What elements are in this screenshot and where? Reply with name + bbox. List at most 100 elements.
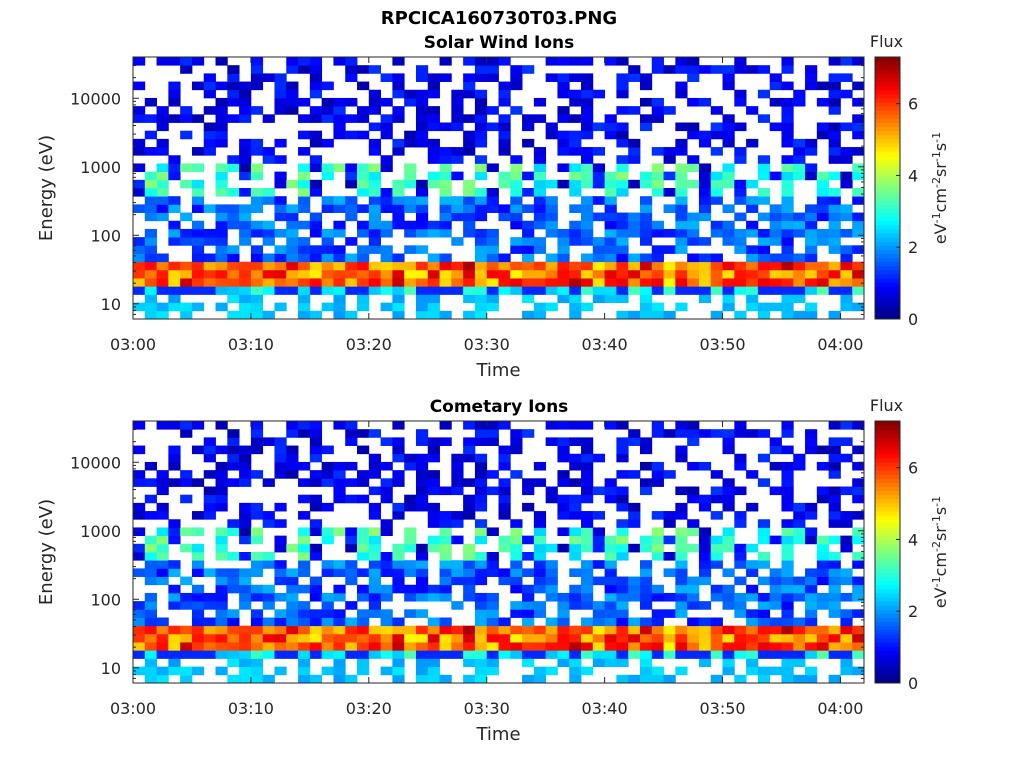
heatmap-cell — [557, 73, 570, 82]
heatmap-cell — [191, 617, 205, 627]
heatmap-cell — [651, 633, 664, 643]
heatmap-cell — [168, 642, 181, 651]
heatmap-cell — [333, 486, 346, 496]
colorbar-segment — [875, 637, 900, 643]
heatmap-cell — [781, 253, 794, 263]
heatmap-cell — [168, 302, 181, 312]
heatmap-cell — [781, 212, 794, 222]
heatmap-cell — [687, 421, 700, 430]
heatmap-cell — [828, 576, 841, 586]
heatmap-cell — [309, 592, 323, 602]
heatmap-cell — [451, 171, 464, 181]
heatmap-cell — [463, 188, 476, 197]
heatmap-cell — [522, 188, 535, 197]
heatmap-cell — [333, 478, 346, 487]
heatmap-cell — [203, 228, 216, 238]
heatmap-cell — [840, 568, 853, 577]
heatmap-cell — [604, 294, 617, 304]
heatmap-cell — [333, 204, 346, 213]
heatmap-cell — [545, 302, 558, 312]
heatmap-cell — [215, 138, 228, 148]
heatmap-cell — [203, 486, 216, 496]
heatmap-cell — [793, 261, 806, 271]
heatmap-cell — [557, 502, 570, 512]
heatmap-cell — [816, 261, 830, 271]
colorbar-segment — [875, 670, 900, 676]
colorbar-segment — [875, 261, 900, 267]
heatmap-cell — [439, 576, 452, 586]
heatmap-cell — [569, 171, 582, 181]
heatmap-cell — [250, 73, 264, 82]
heatmap-cell — [805, 163, 818, 173]
heatmap-cell — [639, 437, 653, 446]
heatmap-cell — [840, 642, 853, 651]
heatmap-cell — [816, 171, 830, 181]
heatmap-cell — [227, 278, 240, 287]
heatmap-cell — [687, 261, 700, 271]
colorbar-segment — [875, 482, 900, 487]
heatmap-cell — [474, 130, 488, 140]
heatmap-cell — [309, 310, 323, 320]
heatmap-cell — [486, 470, 499, 479]
heatmap-cell — [628, 511, 641, 520]
heatmap-cell — [698, 188, 712, 197]
heatmap-cell — [380, 204, 393, 213]
heatmap-cell — [722, 171, 735, 181]
heatmap-cell — [309, 130, 323, 140]
heatmap-cell — [133, 552, 146, 561]
heatmap-cell — [628, 228, 641, 238]
heatmap-cell — [463, 658, 476, 668]
heatmap-cell — [333, 228, 346, 238]
heatmap-cell — [545, 650, 558, 659]
heatmap-cell — [439, 437, 452, 446]
colorbar-segment — [875, 61, 900, 66]
heatmap-cell — [805, 171, 818, 181]
heatmap-cell — [144, 269, 157, 279]
heatmap-cell — [404, 130, 417, 140]
colorbar-segment — [875, 77, 900, 83]
heatmap-cell — [628, 155, 641, 164]
heatmap-cell — [781, 114, 794, 123]
heatmap-cell — [180, 666, 193, 676]
heatmap-cell — [675, 453, 688, 463]
heatmap-cell — [769, 461, 782, 471]
heatmap-cell — [628, 502, 641, 512]
heatmap-cell — [604, 421, 617, 430]
heatmap-cell — [392, 666, 405, 676]
heatmap-cell — [734, 179, 747, 189]
heatmap-cell — [557, 601, 570, 610]
heatmap-cell — [769, 437, 782, 446]
heatmap-cell — [581, 494, 594, 504]
heatmap-cell — [510, 204, 523, 213]
heatmap-cell — [368, 609, 381, 618]
heatmap-cell — [427, 302, 440, 312]
heatmap-cell — [581, 543, 594, 553]
heatmap-cell — [274, 625, 287, 635]
heatmap-cell — [309, 286, 323, 295]
heatmap-cell — [463, 592, 476, 602]
colorbar-segment — [875, 666, 900, 672]
heatmap-cell — [415, 106, 429, 115]
heatmap-cell — [510, 171, 523, 181]
heatmap-cell — [545, 560, 558, 569]
heatmap-cell — [651, 421, 664, 430]
heatmap-cell — [639, 601, 653, 610]
heatmap-cell — [734, 65, 747, 74]
heatmap-cell — [651, 114, 664, 123]
heatmap-cell — [852, 527, 865, 537]
heatmap-cell — [486, 245, 499, 254]
heatmap-cell — [781, 179, 794, 189]
heatmap-cell — [569, 592, 582, 602]
heatmap-cell — [156, 470, 169, 479]
heatmap-cell — [404, 543, 417, 553]
heatmap-cell — [805, 228, 818, 238]
heatmap-cell — [698, 269, 712, 279]
heatmap-cell — [510, 163, 523, 173]
heatmap-cell — [309, 114, 323, 123]
heatmap-cell — [463, 543, 476, 553]
heatmap-cell — [474, 138, 488, 148]
heatmap-cell — [757, 302, 771, 312]
heatmap-cell — [828, 212, 841, 222]
heatmap-cell — [333, 294, 346, 304]
heatmap-cell — [404, 642, 417, 651]
